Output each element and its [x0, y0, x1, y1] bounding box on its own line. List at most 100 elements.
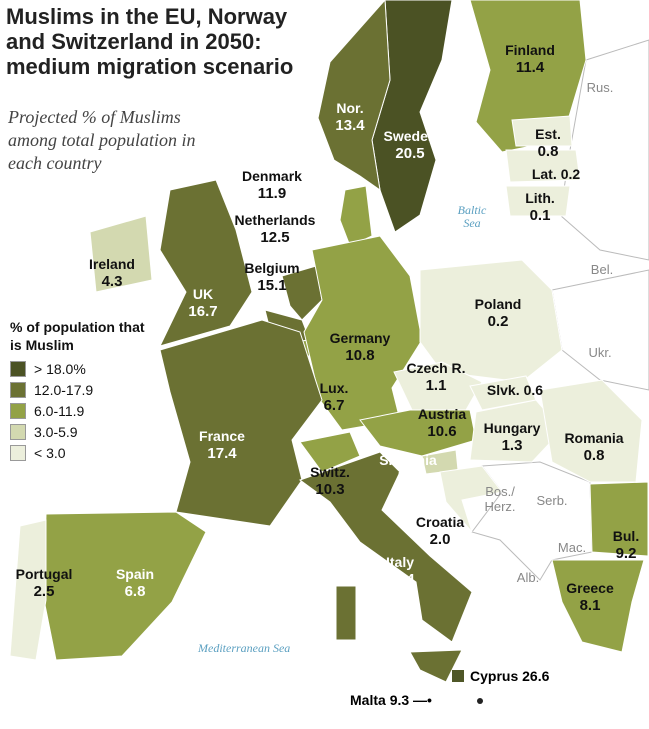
- label-spain: Spain 6.8: [116, 566, 154, 600]
- country-name: Finland: [505, 42, 555, 58]
- label-albania: Alb.: [516, 570, 540, 585]
- malta-value: 9.3: [389, 692, 410, 708]
- country-name: Germany: [329, 330, 391, 346]
- country-shape-croatia: [439, 465, 503, 533]
- baltic-sea-label: Baltic Sea: [457, 203, 487, 230]
- country-shape-switzerland: [299, 431, 361, 473]
- country-shape-sicily: [409, 649, 463, 683]
- country-shape-ireland: [89, 215, 153, 293]
- label-hungary: Hungary 1.3: [484, 420, 541, 454]
- legend-item: > 18.0%: [10, 358, 150, 379]
- label-belarus: Bel.: [590, 262, 614, 277]
- mediterranean-sea-label: Mediterranean Sea: [198, 641, 291, 655]
- country-value: 16.7: [188, 303, 218, 320]
- label-france: France 17.4: [199, 428, 245, 462]
- country-value: 15.1: [257, 277, 287, 294]
- legend-label: 3.0-5.9: [34, 423, 78, 440]
- country-value: 10.3: [315, 481, 345, 498]
- country-shape-france: [159, 319, 323, 527]
- country-value: 11.4: [515, 59, 545, 76]
- country-value: 0.6: [523, 382, 544, 398]
- country-name: Hungary: [483, 420, 541, 436]
- malta-callout: Malta 9.3 —•: [350, 692, 432, 708]
- label-sweden: Sweden 20.5: [384, 128, 437, 162]
- country-shape-poland: [419, 259, 563, 383]
- country-name: Bul.: [612, 528, 640, 544]
- legend-label: > 18.0%: [34, 360, 86, 377]
- label-czech: Czech R. 1.1: [406, 360, 465, 394]
- country-value: 2.5: [33, 583, 55, 600]
- label-ukraine: Ukr.: [588, 345, 612, 360]
- country-name: Denmark: [242, 168, 302, 184]
- country-name: Lith.: [525, 190, 555, 206]
- label-lithuania: Lith. 0.1: [525, 190, 555, 224]
- label-latvia: Lat. 0.2: [532, 166, 580, 183]
- country-name: Est.: [535, 126, 561, 142]
- label-serbia: Serb.: [536, 493, 568, 508]
- country-name: Spain: [115, 566, 155, 582]
- label-bulgaria: Bul. 9.2: [613, 528, 639, 562]
- legend: % of population that is Muslim > 18.0% 1…: [10, 318, 150, 463]
- country-value: 4.3: [101, 273, 123, 290]
- country-value: 0.1: [529, 207, 551, 224]
- label-slovenia: Slovenia 5.0: [379, 452, 437, 486]
- label-uk: UK 16.7: [188, 286, 217, 320]
- label-romania: Romania 0.8: [564, 430, 623, 464]
- label-finland: Finland 11.4: [505, 42, 555, 76]
- country-name: France: [199, 428, 245, 444]
- country-shape-norway: [317, 0, 391, 192]
- label-austria: Austria 10.6: [418, 406, 466, 440]
- country-name: Romania: [564, 430, 624, 446]
- country-shape-latvia: [505, 149, 581, 183]
- country-value: 11.9: [257, 185, 287, 202]
- label-croatia: Croatia 2.0: [416, 514, 464, 548]
- country-name: Switz.: [310, 464, 350, 480]
- country-shape-uk: [159, 179, 253, 347]
- country-name: UK: [192, 286, 214, 302]
- legend-item: < 3.0: [10, 442, 150, 463]
- country-value: 8.1: [579, 597, 601, 614]
- country-name: Greece: [566, 580, 614, 596]
- country-value: 0.8: [583, 447, 605, 464]
- legend-swatch: [10, 381, 26, 398]
- label-switzerland: Switz. 10.3: [310, 464, 350, 498]
- country-name: Slvk.: [486, 382, 520, 398]
- label-portugal: Portugal 2.5: [16, 566, 73, 600]
- country-name: Czech R.: [406, 360, 466, 376]
- label-germany: Germany 10.8: [330, 330, 391, 364]
- country-value: 1.1: [425, 377, 447, 394]
- country-value: 10.6: [427, 423, 457, 440]
- label-belgium: Belgium 15.1: [244, 260, 299, 294]
- country-value: 1.3: [501, 437, 523, 454]
- country-shape-denmark: [339, 185, 373, 247]
- country-name: Lat.: [531, 166, 557, 182]
- country-name: Lux.: [319, 380, 349, 396]
- legend-item: 12.0-17.9: [10, 379, 150, 400]
- country-name: Austria: [417, 406, 467, 422]
- country-value: 5.0: [397, 469, 419, 486]
- country-value: 12.4: [385, 571, 415, 588]
- label-estonia: Est. 0.8: [535, 126, 561, 160]
- malta-name: Malta: [350, 692, 386, 708]
- country-value: 0.8: [537, 143, 559, 160]
- country-name: Portugal: [15, 566, 73, 582]
- non-eu-country-shape: [551, 269, 649, 391]
- country-shape-lithuania: [505, 185, 571, 217]
- country-value: 9.2: [615, 545, 637, 562]
- legend-label: < 3.0: [34, 444, 66, 461]
- label-ireland: Ireland 4.3: [89, 256, 135, 290]
- legend-item: 6.0-11.9: [10, 400, 150, 421]
- country-shape-estonia: [511, 115, 573, 147]
- country-shape-netherlands: [281, 265, 323, 321]
- country-value: 17.4: [207, 445, 237, 462]
- country-value: 0.2: [560, 166, 581, 182]
- country-name: Slovenia: [379, 452, 437, 468]
- country-value: 13.4: [335, 117, 365, 134]
- label-greece: Greece 8.1: [566, 580, 613, 614]
- cyprus-value: 26.6: [522, 668, 550, 684]
- country-shape-bulgaria: [589, 481, 649, 557]
- country-shape-greece: [551, 559, 645, 653]
- country-shape-italy: [298, 451, 473, 643]
- label-macedonia: Mac.: [557, 540, 587, 555]
